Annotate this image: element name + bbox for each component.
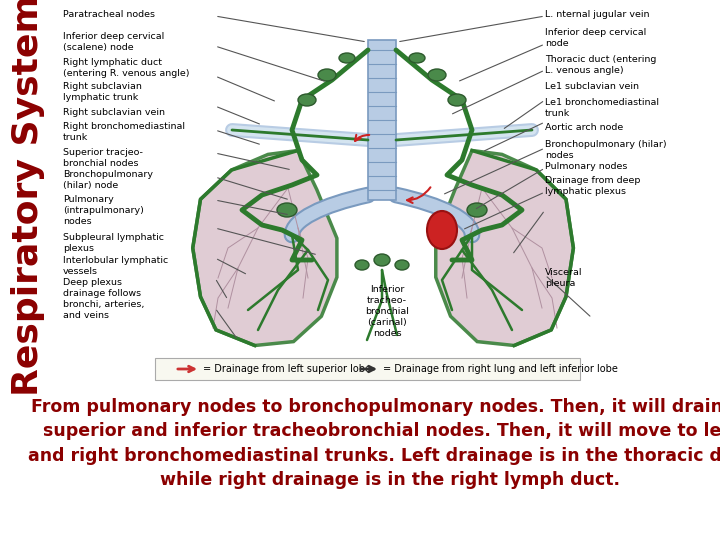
Text: Deep plexus
drainage follows
bronchi, arteries,
and veins: Deep plexus drainage follows bronchi, ar…	[63, 278, 145, 320]
Text: Right lymphatic duct
(entering R. venous angle): Right lymphatic duct (entering R. venous…	[63, 58, 189, 78]
Text: Right subclavian vein: Right subclavian vein	[63, 108, 165, 117]
Text: Inferior
tracheo-
bronchial
(carinal)
nodes: Inferior tracheo- bronchial (carinal) no…	[365, 285, 409, 339]
Text: = Drainage from left superior lobe: = Drainage from left superior lobe	[203, 364, 371, 374]
Text: Subpleural lymphatic
plexus: Subpleural lymphatic plexus	[63, 233, 164, 253]
Ellipse shape	[409, 53, 425, 63]
Text: Drainage from deep
lymphatic plexus: Drainage from deep lymphatic plexus	[545, 176, 640, 196]
Ellipse shape	[428, 69, 446, 81]
Text: Pulmonary
(intrapulmonary)
nodes: Pulmonary (intrapulmonary) nodes	[63, 195, 144, 226]
Bar	[62, 2, 712, 392]
Ellipse shape	[355, 260, 369, 270]
Ellipse shape	[298, 94, 316, 106]
Text: Right bronchomediastinal
trunk: Right bronchomediastinal trunk	[63, 122, 185, 142]
Bar	[368, 40, 396, 200]
Ellipse shape	[339, 53, 355, 63]
Text: From pulmonary nodes to bronchopulmonary nodes. Then, it will drain to
superior : From pulmonary nodes to bronchopulmonary…	[27, 398, 720, 489]
Text: Thoracic duct (entering
L. venous angle): Thoracic duct (entering L. venous angle)	[545, 55, 657, 75]
Ellipse shape	[467, 203, 487, 217]
Ellipse shape	[448, 94, 466, 106]
Text: Pulmonary nodes: Pulmonary nodes	[545, 162, 627, 171]
Text: Inferior deep cervical
(scalene) node: Inferior deep cervical (scalene) node	[63, 32, 164, 52]
Ellipse shape	[427, 211, 457, 249]
Text: Visceral
pleura: Visceral pleura	[545, 268, 582, 288]
Ellipse shape	[277, 203, 297, 217]
Text: Inferior deep cervical
node: Inferior deep cervical node	[545, 28, 647, 48]
PathPatch shape	[193, 151, 337, 346]
Text: Superior tracjeo-
bronchial nodes: Superior tracjeo- bronchial nodes	[63, 148, 143, 168]
Ellipse shape	[374, 254, 390, 266]
Text: Paratracheal nodes: Paratracheal nodes	[63, 10, 155, 19]
Bar	[155, 358, 580, 380]
PathPatch shape	[436, 151, 573, 346]
Text: Respiratory System: Respiratory System	[11, 0, 45, 396]
Text: Le1 subclavian vein: Le1 subclavian vein	[545, 82, 639, 91]
Text: Bronchopulmonary (hilar)
nodes: Bronchopulmonary (hilar) nodes	[545, 140, 667, 160]
Text: Interlobular lymphatic
vessels: Interlobular lymphatic vessels	[63, 256, 168, 276]
Text: Bronchopulmonary
(hilar) node: Bronchopulmonary (hilar) node	[63, 170, 153, 190]
Text: = Drainage from right lung and left inferior lobe: = Drainage from right lung and left infe…	[383, 364, 618, 374]
Ellipse shape	[395, 260, 409, 270]
Ellipse shape	[318, 69, 336, 81]
Text: Le1 bronchomediastinal
trunk: Le1 bronchomediastinal trunk	[545, 98, 659, 118]
Text: Right subclavian
lymphatic trunk: Right subclavian lymphatic trunk	[63, 82, 142, 102]
Text: L. nternal jugular vein: L. nternal jugular vein	[545, 10, 649, 19]
Text: Aortic arch node: Aortic arch node	[545, 123, 624, 132]
